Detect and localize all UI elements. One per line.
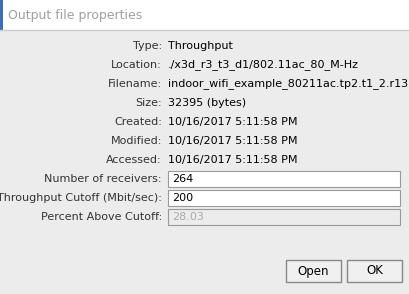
Text: Percent Above Cutoff:: Percent Above Cutoff: [40,212,162,222]
Text: Open: Open [297,265,328,278]
Text: ./x3d_r3_t3_d1/802.11ac_80_M-Hz: ./x3d_r3_t3_d1/802.11ac_80_M-Hz [168,60,358,71]
Bar [168,190,399,206]
Text: 10/16/2017 5:11:58 PM: 10/16/2017 5:11:58 PM [168,117,297,127]
FancyBboxPatch shape [285,260,340,282]
Text: Modified:: Modified: [110,136,162,146]
Text: Size:: Size: [135,98,162,108]
Text: Number of receivers:: Number of receivers: [45,174,162,184]
Text: 10/16/2017 5:11:58 PM: 10/16/2017 5:11:58 PM [168,136,297,146]
Bar [168,171,399,187]
Text: Throughput: Throughput [168,41,232,51]
Bar [168,209,399,225]
Text: 264: 264 [172,174,193,184]
FancyBboxPatch shape [346,260,401,282]
Bar [0,0,409,30]
Text: indoor_wifi_example_80211ac.tp2.t1_2.r13.p2m: indoor_wifi_example_80211ac.tp2.t1_2.r13… [168,78,409,89]
Text: Filename:: Filename: [108,79,162,89]
Text: Type:: Type: [133,41,162,51]
Text: Accessed:: Accessed: [106,155,162,165]
Text: Output file properties: Output file properties [8,9,142,21]
Text: Throughput Cutoff (Mbit/sec):: Throughput Cutoff (Mbit/sec): [0,193,162,203]
Text: 200: 200 [172,193,193,203]
Text: 10/16/2017 5:11:58 PM: 10/16/2017 5:11:58 PM [168,155,297,165]
Bar [0,0,3,30]
Text: Location:: Location: [111,60,162,70]
Text: Created:: Created: [114,117,162,127]
Text: 28.03: 28.03 [172,212,203,222]
Text: OK: OK [365,265,382,278]
Text: 32395 (bytes): 32395 (bytes) [168,98,245,108]
